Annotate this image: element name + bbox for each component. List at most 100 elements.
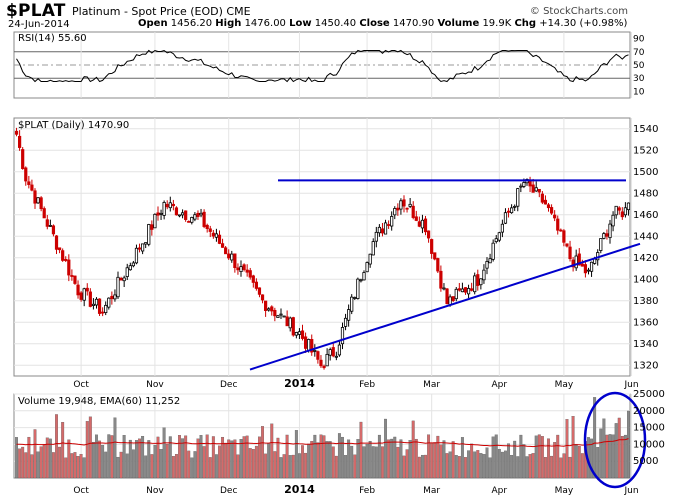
volume-bar: [485, 447, 489, 479]
price-panel-frame: [13, 117, 631, 377]
price-tick-label: 1440: [633, 231, 658, 242]
volume-bar: [304, 452, 308, 479]
price-candle: [110, 295, 114, 300]
volume-bar: [427, 434, 431, 479]
volume-bar: [384, 418, 387, 479]
price-candle: [27, 181, 31, 185]
volume-bar: [500, 451, 504, 479]
price-candle: [537, 188, 541, 193]
rsi-tick-label: 90: [633, 35, 645, 45]
price-candle: [571, 259, 575, 268]
rsi-tick-label: 30: [633, 74, 645, 84]
price-candle: [497, 232, 501, 241]
price-candle: [14, 130, 19, 135]
price-candle: [101, 311, 105, 314]
price-candle: [294, 332, 298, 336]
volume-bar: [488, 457, 492, 479]
price-candle: [387, 224, 391, 226]
price-candle: [451, 296, 455, 302]
price-candle: [150, 224, 154, 230]
volume-bar: [611, 434, 615, 479]
price-candle: [76, 284, 80, 296]
price-candle: [614, 205, 618, 216]
price-candle: [260, 294, 265, 301]
price-candle: [510, 207, 514, 214]
rsi-series: [16, 49, 629, 83]
price-candle: [217, 234, 222, 244]
rsi-line: [16, 49, 629, 83]
volume-bar: [248, 448, 252, 479]
volume-bar: [178, 435, 181, 479]
price-candle: [411, 205, 415, 218]
rsi-axis-ticks: 90 70 50 30 10: [633, 35, 645, 98]
volume-bar: [61, 422, 65, 479]
price-candle: [383, 222, 388, 235]
price-candle: [359, 279, 363, 282]
volume-bar: [307, 443, 311, 479]
price-candle: [224, 247, 228, 255]
volume-bar: [171, 456, 175, 479]
month-label: May: [555, 380, 574, 390]
volume-bar: [58, 446, 62, 479]
volume-bar: [144, 455, 148, 479]
close-value: 1470.90: [392, 18, 435, 29]
price-candle: [39, 197, 43, 210]
price-candle: [254, 281, 258, 289]
volume-bar: [267, 443, 271, 479]
volume-bar: [497, 449, 501, 479]
open-label: Open: [138, 18, 168, 29]
price-tick-label: 1340: [633, 339, 658, 350]
volume-bar: [301, 445, 304, 479]
volume-bar: [467, 450, 471, 479]
price-candle: [153, 213, 157, 229]
price-candle: [522, 182, 526, 187]
rsi-tick-label: 10: [633, 87, 645, 97]
volume-ema-series: [16, 438, 629, 448]
volume-bar: [556, 434, 560, 479]
symbol-title: $PLAT: [6, 1, 66, 21]
price-candle: [586, 269, 591, 272]
volume-bar: [365, 444, 369, 479]
price-candle: [205, 224, 209, 229]
volume-bar: [98, 440, 102, 479]
price-candle: [125, 267, 129, 277]
price-candle: [420, 219, 425, 229]
price-candle: [580, 263, 584, 267]
volume-bar: [104, 451, 108, 479]
volume-bar: [24, 452, 28, 479]
volume-bar: [196, 438, 200, 479]
price-candle: [147, 224, 151, 245]
volume-bar: [316, 442, 320, 479]
price-candle: [316, 351, 320, 360]
price-candle: [457, 288, 461, 291]
price-candle: [21, 149, 25, 169]
volume-bar: [522, 444, 526, 479]
price-tick-label: 1520: [633, 145, 658, 156]
volume-bar: [374, 446, 378, 479]
volume-bar: [211, 436, 215, 479]
volume-bar: [261, 426, 264, 479]
price-candle: [599, 238, 603, 251]
volume-bar: [430, 443, 434, 479]
month-label-volume: Dec: [220, 486, 237, 496]
price-candle: [531, 184, 535, 193]
volume-bar: [184, 435, 188, 479]
price-candle: [73, 275, 77, 284]
price-candle: [180, 212, 185, 216]
price-candle: [168, 202, 172, 209]
price-candle: [506, 210, 511, 213]
volume-bar: [337, 433, 341, 479]
volume-axis-ticks: 25000 20000 15000 10000 5000: [633, 389, 665, 467]
volume-bar: [193, 451, 197, 479]
volume-bar: [341, 436, 344, 479]
volume-bar: [473, 451, 477, 479]
ohlc-summary: Open 1456.20 High 1476.00 Low 1450.40 Cl…: [138, 18, 627, 29]
price-candle: [568, 246, 572, 260]
price-candle: [463, 287, 468, 293]
volume-bar: [131, 449, 135, 479]
volume-bar: [199, 435, 203, 479]
price-candle: [430, 239, 434, 254]
volume-bar: [187, 450, 191, 479]
price-candle: [553, 214, 557, 219]
price-candle: [377, 226, 381, 234]
